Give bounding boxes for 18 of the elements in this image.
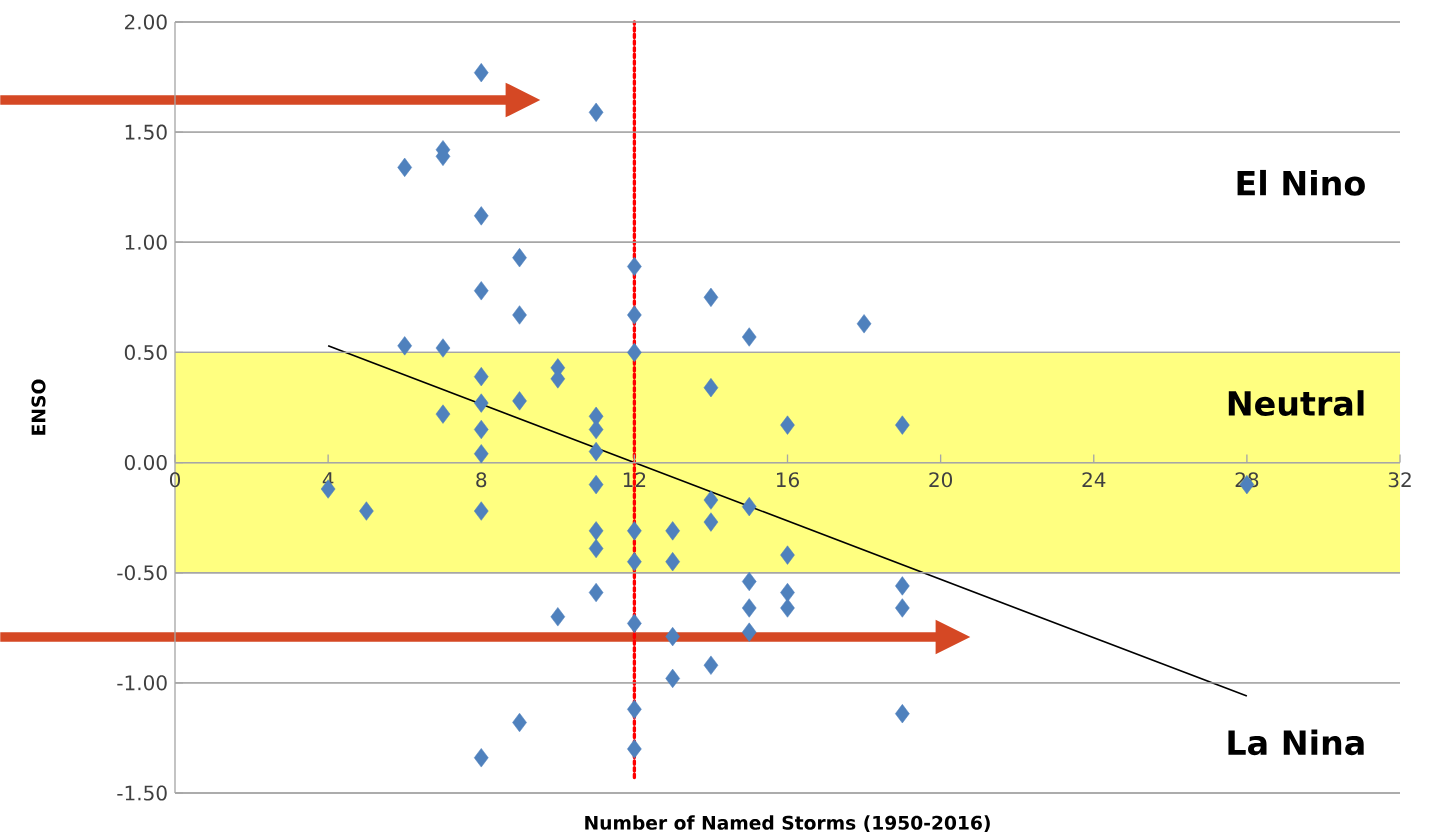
y-tick-label: 1.50	[125, 124, 167, 140]
x-axis-title: Number of Named Storms (1950-2016)	[585, 815, 990, 833]
annotation: El Nino	[1237, 169, 1365, 196]
y-tick-label: 2.00	[125, 14, 167, 30]
x-tick-label: 8	[476, 472, 487, 488]
y-tick-label: -1.50	[117, 785, 167, 801]
x-tick-label: 0	[169, 472, 181, 488]
y-tick-label: -0.50	[117, 565, 167, 581]
y-tick-label: 0.00	[124, 455, 167, 471]
x-tick-label: 16	[776, 472, 799, 488]
x-tick-label: 20	[929, 472, 953, 488]
y-tick-label: 0.50	[124, 344, 167, 360]
x-tick-label: 24	[1082, 472, 1106, 488]
annotation: Neutral	[1228, 390, 1364, 416]
y-tick-label: -1.00	[117, 675, 167, 691]
y-axis-title: ENSO	[31, 379, 46, 435]
y-tick-label: 1.00	[125, 234, 167, 250]
annotation: La Nina	[1228, 729, 1364, 756]
